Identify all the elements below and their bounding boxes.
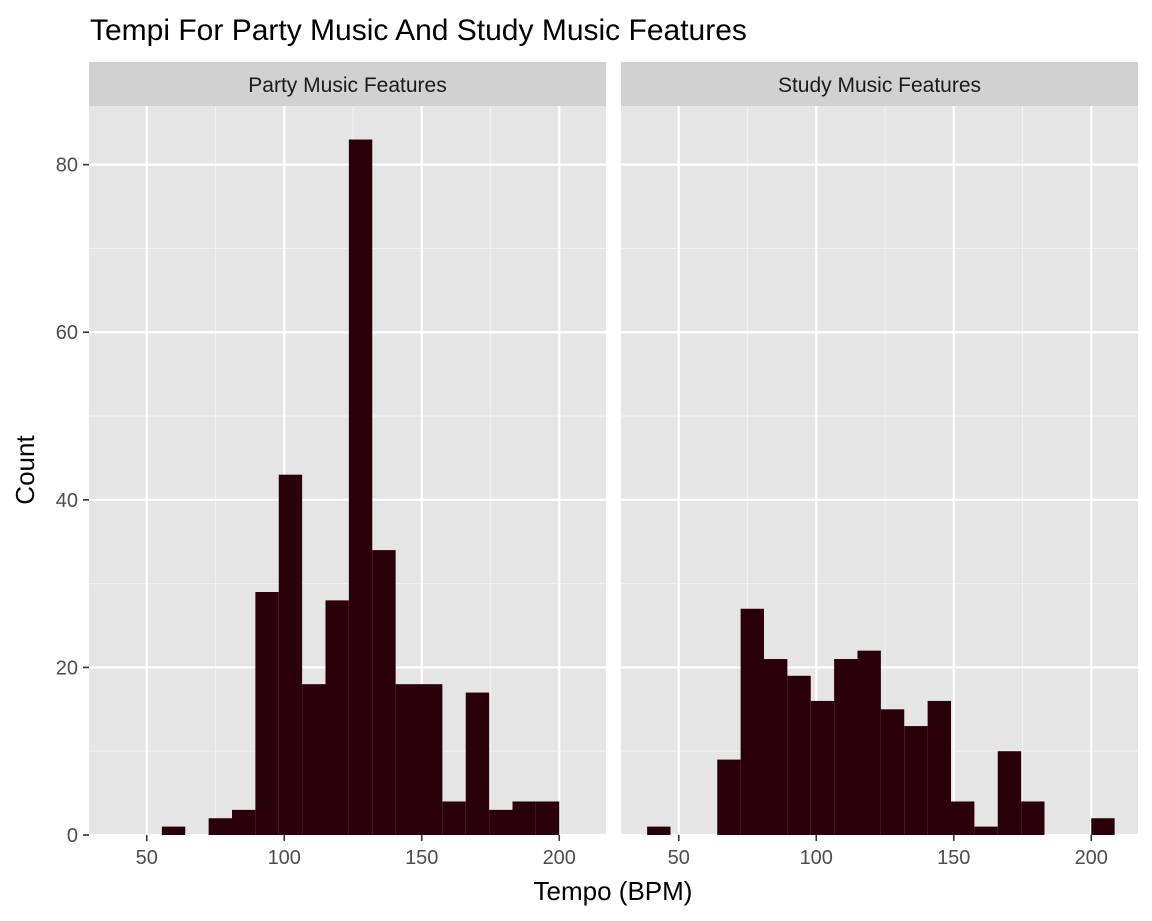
histogram-bar (255, 592, 279, 835)
histogram-bar (278, 474, 303, 835)
histogram-bar (880, 709, 905, 835)
x-tick-label: 50 (668, 847, 690, 869)
histogram-bar (512, 801, 536, 835)
histogram-bar (489, 809, 513, 835)
histogram-bar (442, 801, 466, 835)
histogram-bar (717, 759, 741, 835)
histogram-bar (810, 700, 835, 835)
histogram-bar (1021, 801, 1045, 835)
histogram-bar (787, 675, 811, 835)
x-axis-party: 50 100 150 200 (136, 835, 576, 869)
y-axis: 0 20 40 60 80 (56, 155, 89, 847)
histogram-bar (232, 809, 256, 835)
histogram-bars (647, 608, 1115, 835)
histogram-bar (974, 826, 998, 835)
histogram-bar (419, 684, 443, 835)
facet-party-music: Party Music Features (89, 62, 606, 837)
histogram-bar (465, 692, 490, 835)
histogram-bar (535, 801, 560, 835)
histogram-bar (927, 700, 951, 835)
y-tick-label: 60 (56, 322, 78, 344)
histogram-bar (1091, 818, 1115, 835)
x-tick-label: 100 (800, 847, 833, 869)
x-tick-label: 200 (543, 847, 576, 869)
histogram-bar (764, 659, 788, 835)
x-tick-label: 150 (937, 847, 970, 869)
histogram-bar (857, 650, 881, 835)
histogram-bars (161, 139, 560, 836)
histogram-bar (395, 684, 419, 835)
strip-label: Study Music Features (778, 74, 981, 97)
histogram-bar (161, 826, 186, 835)
x-tick-label: 100 (268, 847, 301, 869)
y-tick-label: 0 (67, 825, 78, 847)
chart-title: Tempi For Party Music And Study Music Fe… (90, 14, 747, 47)
y-tick-label: 20 (56, 657, 78, 679)
y-tick-label: 40 (56, 490, 78, 512)
minor-gridlines (621, 106, 1138, 835)
histogram-bar (834, 659, 858, 835)
x-tick-label: 150 (405, 847, 438, 869)
histogram-bar (348, 139, 373, 836)
histogram-bar (372, 550, 396, 835)
histogram-bar (951, 801, 975, 835)
facet-study-music: Study Music Features (621, 62, 1138, 837)
y-tick-label: 80 (56, 155, 78, 177)
strip-background (89, 62, 606, 106)
histogram-bar (740, 608, 764, 835)
x-tick-label: 50 (136, 847, 158, 869)
histogram-bar (325, 600, 349, 835)
histogram-bar (647, 826, 671, 835)
minor-gridlines (89, 106, 606, 835)
x-axis-title: Tempo (BPM) (534, 876, 693, 906)
histogram-bar (904, 726, 928, 835)
strip-label: Party Music Features (248, 74, 446, 97)
histogram-bar (997, 751, 1022, 835)
histogram-bar (302, 684, 326, 835)
histogram-bar (208, 818, 232, 835)
x-axis-study: 50 100 150 200 (668, 835, 1108, 869)
x-tick-label: 200 (1075, 847, 1108, 869)
y-axis-title: Count (10, 435, 40, 505)
strip-background (621, 62, 1138, 106)
